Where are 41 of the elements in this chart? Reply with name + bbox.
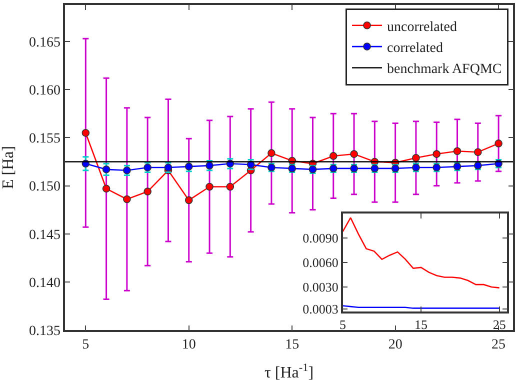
point bbox=[144, 188, 152, 196]
point bbox=[453, 147, 462, 156]
point bbox=[102, 166, 110, 174]
x-tick-label: 10 bbox=[182, 338, 196, 353]
y-tick-label: 0.0003 bbox=[302, 302, 338, 317]
x-tick-label: 25 bbox=[492, 316, 506, 332]
y-tick-label: 0.0060 bbox=[302, 255, 338, 270]
y-tick-label: 0.135 bbox=[28, 324, 60, 339]
y-tick-label: 0.145 bbox=[28, 228, 60, 243]
point bbox=[494, 140, 502, 148]
point bbox=[184, 196, 193, 204]
point bbox=[226, 182, 234, 191]
y-axis-title: E [Ha] bbox=[0, 146, 17, 190]
legend-label: correlated bbox=[387, 41, 443, 56]
point bbox=[123, 195, 131, 204]
legend-label: benchmark AFQMC bbox=[387, 62, 502, 78]
y-tick-label: 0.140 bbox=[28, 276, 60, 291]
point bbox=[412, 154, 420, 162]
legend-label: uncorrelated bbox=[387, 20, 457, 35]
point bbox=[268, 149, 276, 157]
x-axis-title: τ [Ha$^{-1}$] bbox=[264, 362, 314, 382]
y-tick-label: 0.0090 bbox=[302, 230, 338, 246]
y-tick-label: 0.165 bbox=[28, 35, 60, 50]
point bbox=[102, 184, 110, 193]
x-tick-label: 25 bbox=[492, 338, 506, 353]
x-tick-label: 5 bbox=[82, 338, 90, 353]
x-tick-label: 15 bbox=[285, 338, 300, 353]
point bbox=[329, 152, 338, 160]
y-tick-label: 0.0030 bbox=[302, 280, 338, 295]
y-tick-label: 0.155 bbox=[28, 132, 60, 147]
y-tick-label: 0.150 bbox=[28, 180, 60, 195]
x-tick-label: 5 bbox=[340, 316, 346, 332]
x-tick-label: 20 bbox=[388, 338, 402, 353]
x-tick-label: 15 bbox=[414, 316, 428, 332]
point bbox=[206, 182, 214, 191]
point bbox=[82, 128, 90, 137]
line-series bbox=[342, 217, 500, 288]
point bbox=[350, 150, 358, 158]
point bbox=[432, 150, 441, 158]
point bbox=[474, 148, 482, 156]
y-tick-label: 0.160 bbox=[28, 84, 60, 99]
